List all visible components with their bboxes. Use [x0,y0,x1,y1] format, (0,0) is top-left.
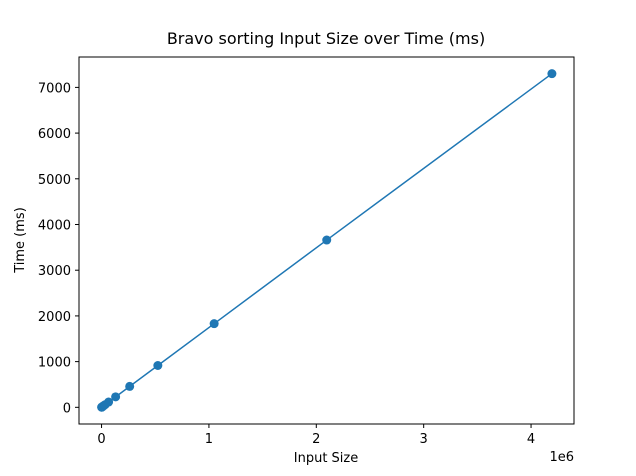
data-point [547,69,557,79]
x-axis-ticks: 0 1 2 3 4 [97,424,535,447]
data-point [153,361,163,370]
series-layer [97,69,557,412]
x-tick-label: 2 [312,432,320,447]
data-point [125,381,135,391]
chart-title: Bravo sorting Input Size over Time (ms) [167,29,485,48]
y-tick-label: 6000 [38,127,71,142]
x-tick-label: 1 [205,432,213,447]
y-tick-label: 7000 [38,81,71,96]
y-axis-label: Time (ms) [13,207,28,274]
y-tick-label: 3000 [38,264,71,279]
plot-area [78,56,575,425]
x-tick-label: 3 [420,432,428,447]
x-tick-label: 0 [97,432,105,447]
y-tick-label: 5000 [38,173,71,188]
y-axis-ticks: 0 1000 2000 3000 4000 5000 6000 7000 [38,81,79,416]
x-axis-label: Input Size [294,451,358,466]
data-point [111,392,121,402]
y-tick-label: 0 [63,401,71,416]
data-point [104,397,114,407]
y-tick-label: 1000 [38,356,71,371]
data-point [209,319,219,329]
y-tick-label: 2000 [38,310,71,325]
y-tick-label: 4000 [38,219,71,234]
x-axis-offset-text: 1e6 [549,450,574,465]
plot-frame [78,56,575,425]
x-tick-label: 4 [527,432,535,447]
data-point [322,235,332,245]
